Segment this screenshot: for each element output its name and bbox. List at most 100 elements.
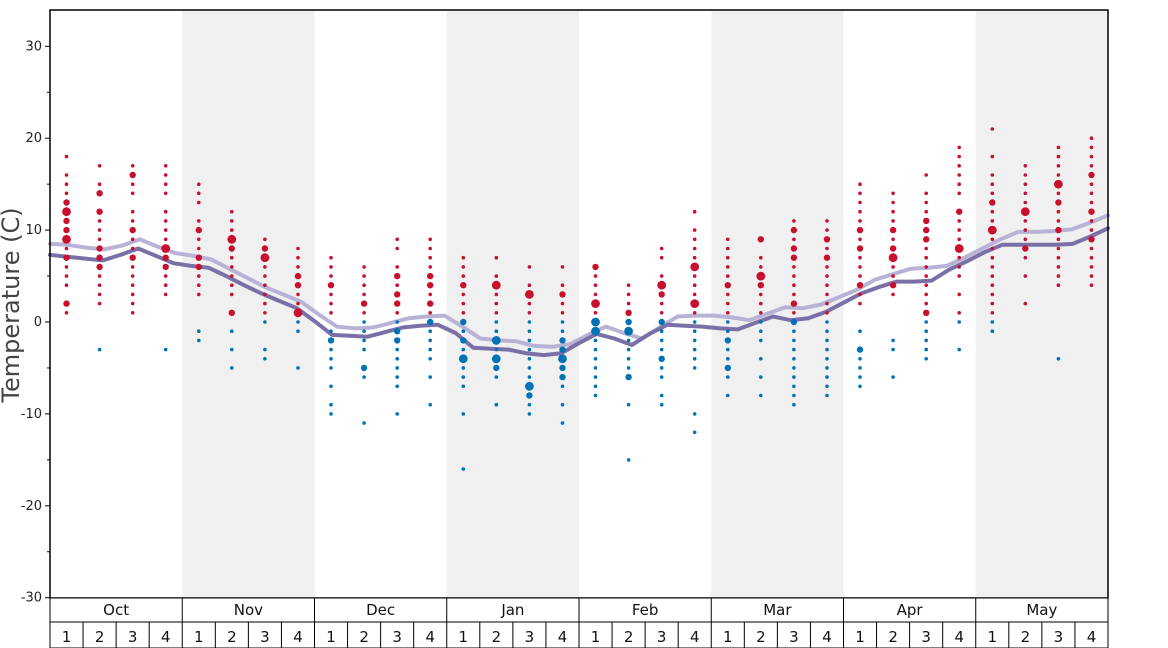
- cold-dot: [692, 347, 697, 352]
- warm-dot: [825, 219, 829, 223]
- warm-dot: [825, 292, 829, 297]
- warm-dot: [888, 253, 898, 263]
- warm-dot: [1088, 171, 1095, 179]
- cold-dot: [626, 402, 631, 407]
- warm-dot: [923, 217, 930, 225]
- cold-dot: [724, 364, 731, 372]
- warm-dot: [96, 254, 103, 261]
- cold-dot: [957, 347, 961, 352]
- month-label-apr: Apr: [897, 601, 924, 619]
- cold-dot: [593, 393, 598, 398]
- warm-dot: [1089, 191, 1094, 196]
- cold-dot: [527, 366, 532, 370]
- cold-dot: [924, 329, 928, 334]
- warm-dot: [197, 219, 201, 223]
- cold-dot: [825, 393, 829, 398]
- warm-dot: [990, 173, 995, 177]
- cold-dot: [527, 347, 532, 352]
- warm-dot: [263, 283, 267, 288]
- warm-dot: [659, 301, 664, 306]
- warm-dot: [957, 265, 961, 269]
- warm-dot: [990, 219, 995, 223]
- warm-dot: [756, 271, 766, 281]
- warm-dot: [263, 274, 267, 278]
- warm-dot: [263, 265, 267, 269]
- warm-dot: [593, 292, 598, 297]
- warm-dot: [130, 191, 135, 196]
- warm-dot: [858, 219, 862, 223]
- warm-dot: [163, 182, 168, 186]
- cold-dot: [558, 354, 567, 364]
- week-label: 3: [260, 628, 270, 646]
- cold-dot: [858, 375, 862, 379]
- cold-dot: [461, 412, 466, 416]
- warm-dot: [957, 311, 961, 315]
- cold-dot: [659, 393, 664, 398]
- warm-dot: [957, 182, 961, 186]
- week-label: 4: [690, 628, 700, 646]
- cold-dot: [560, 329, 565, 334]
- warm-dot: [329, 265, 333, 269]
- warm-dot: [491, 280, 501, 290]
- warm-dot: [924, 301, 928, 306]
- cold-dot: [527, 329, 532, 334]
- cold-dot: [461, 347, 466, 352]
- y-tick-label: -20: [21, 499, 42, 514]
- cold-dot: [792, 402, 796, 407]
- week-label: 1: [591, 628, 601, 646]
- warm-dot: [427, 272, 434, 280]
- warm-dot: [990, 237, 995, 242]
- warm-dot: [692, 311, 697, 315]
- warm-dot: [1056, 164, 1061, 168]
- cold-dot: [362, 320, 366, 324]
- warm-dot: [957, 145, 961, 150]
- warm-dot: [129, 254, 136, 261]
- warm-dot: [1056, 191, 1061, 196]
- warm-dot: [197, 283, 201, 288]
- cold-dot: [494, 347, 499, 352]
- warm-dot: [130, 246, 135, 251]
- cold-dot: [626, 338, 631, 343]
- warm-dot: [858, 191, 862, 196]
- cold-dot: [494, 375, 499, 379]
- warm-dot: [891, 292, 895, 297]
- warm-dot: [858, 265, 862, 269]
- warm-dot: [625, 309, 632, 316]
- cold-dot: [197, 329, 201, 334]
- cold-dot: [626, 366, 631, 370]
- warm-dot: [97, 274, 102, 278]
- warm-dot: [690, 299, 700, 308]
- cold-dot: [491, 336, 501, 345]
- cold-dot: [329, 366, 333, 370]
- warm-dot: [990, 255, 995, 260]
- cold-dot: [891, 338, 895, 343]
- cold-dot: [394, 337, 401, 344]
- warm-dot: [64, 182, 69, 186]
- warm-dot: [560, 265, 565, 269]
- trend-line-light: [48, 213, 1110, 349]
- warm-dot: [395, 246, 400, 251]
- cold-dot: [692, 366, 697, 370]
- warm-dot: [96, 263, 103, 271]
- warm-dot: [990, 182, 995, 186]
- cold-dot: [329, 402, 333, 407]
- cold-dot: [659, 347, 664, 352]
- warm-dot: [294, 282, 302, 289]
- week-label: 4: [293, 628, 303, 646]
- warm-dot: [163, 292, 168, 297]
- warm-dot: [1023, 173, 1028, 177]
- warm-dot: [130, 209, 135, 214]
- warm-dot: [1056, 255, 1061, 260]
- warm-dot: [726, 237, 730, 242]
- warm-dot: [527, 265, 532, 269]
- warm-dot: [63, 217, 70, 225]
- warm-dot: [592, 263, 599, 271]
- week-label: 2: [1021, 628, 1031, 646]
- warm-dot: [1023, 191, 1028, 196]
- month-label-jan: Jan: [500, 601, 524, 619]
- cold-dot: [726, 329, 730, 334]
- y-tick-label: -30: [21, 591, 42, 606]
- cold-dot: [759, 329, 763, 334]
- cold-dot: [230, 329, 234, 334]
